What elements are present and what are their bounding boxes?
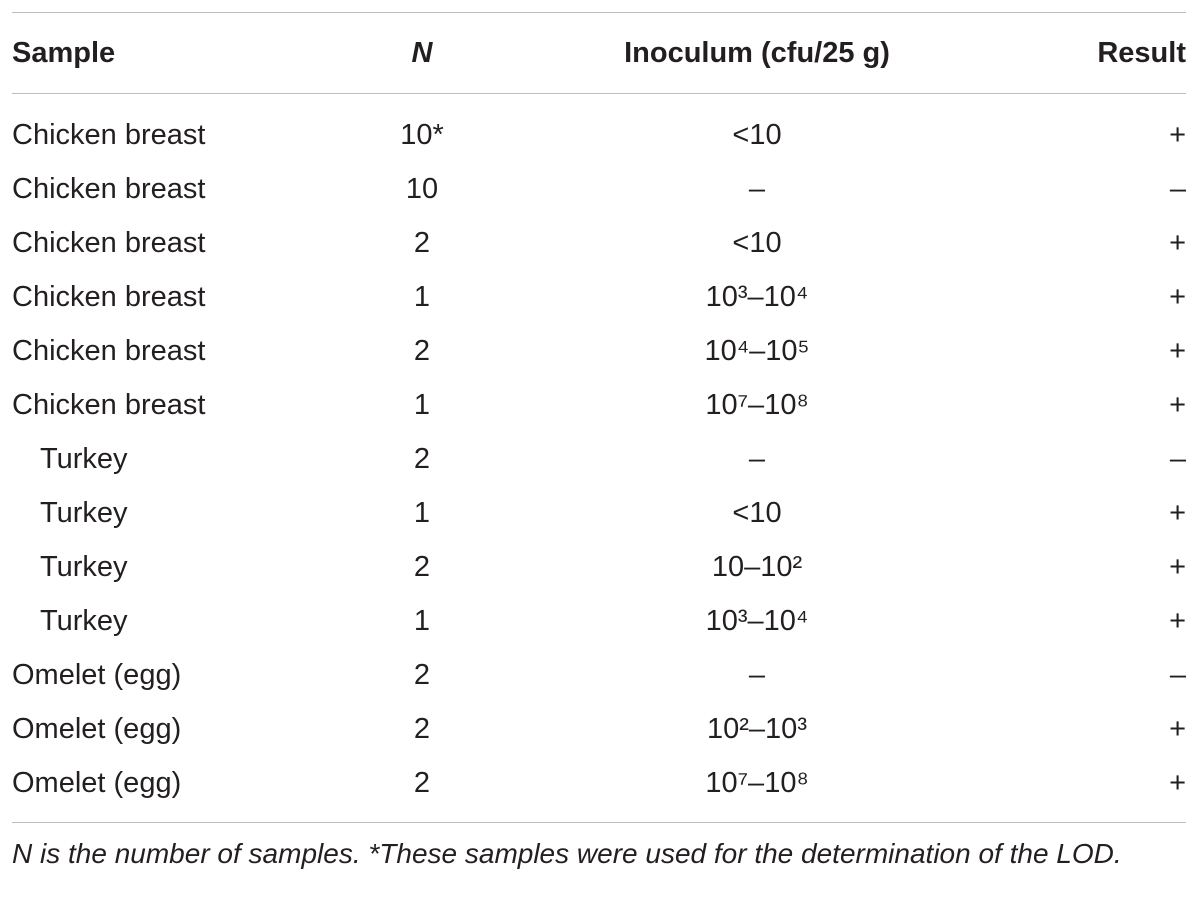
cell-sample: Chicken breast [12,334,206,367]
bottom-rule [12,822,1186,823]
cell-inoculum: 10²–10³ [707,712,807,745]
table-row: Turkey 2 10–10² + [12,540,1200,594]
cell-sample: Turkey [40,442,128,475]
cell-n: 1 [413,388,431,421]
cell-result: + [1169,118,1186,151]
table-row: Turkey 2 – – [12,432,1200,486]
cell-inoculum: <10 [732,496,782,529]
cell-result: + [1169,334,1186,367]
table-footnote: N is the number of samples. *These sampl… [12,838,1122,869]
cell-result: + [1169,712,1186,745]
results-table: Sample N Inoculum (cfu/25 g) Result [12,13,1186,93]
cell-n: 2 [413,334,431,367]
cell-inoculum: 10⁴–10⁵ [704,334,810,367]
header-n: N [411,36,433,69]
cell-inoculum: 10⁷–10⁸ [705,766,809,799]
cell-inoculum: 10³–10⁴ [705,604,809,637]
cell-sample: Omelet (egg) [12,712,182,745]
cell-sample: Omelet (egg) [12,658,182,691]
cell-inoculum: 10³–10⁴ [705,280,809,313]
table-row: Turkey 1 <10 + [12,486,1200,540]
cell-sample: Omelet (egg) [12,766,182,799]
cell-result: + [1169,604,1186,637]
results-table-container: Sample N Inoculum (cfu/25 g) Result Chic… [12,12,1186,873]
cell-inoculum: – [748,658,766,691]
header-rule [12,93,1186,94]
cell-sample: Chicken breast [12,118,206,151]
table-row: Chicken breast 10* <10 + [12,108,1200,162]
cell-n: 1 [413,280,431,313]
cell-sample: Chicken breast [12,280,206,313]
cell-n: 2 [413,766,431,799]
cell-result: + [1169,496,1186,529]
cell-inoculum: – [748,172,766,205]
cell-inoculum: 10–10² [711,550,803,583]
cell-result: – [1169,442,1186,475]
table-row: Chicken breast 2 <10 + [12,216,1200,270]
cell-n: 2 [413,550,431,583]
cell-result: + [1169,550,1186,583]
cell-n: 1 [413,496,431,529]
table-row: Chicken breast 1 10³–10⁴ + [12,270,1200,324]
table-row: Chicken breast 2 10⁴–10⁵ + [12,324,1200,378]
cell-sample: Turkey [40,604,128,637]
cell-sample: Chicken breast [12,226,206,259]
cell-inoculum: 10⁷–10⁸ [705,388,809,421]
cell-inoculum: – [748,442,766,475]
cell-n: 2 [413,658,431,691]
cell-sample: Chicken breast [12,388,206,421]
cell-sample: Turkey [40,550,128,583]
cell-result: – [1169,172,1186,205]
cell-sample: Turkey [40,496,128,529]
table-row: Omelet (egg) 2 – – [12,648,1200,702]
cell-n: 2 [413,712,431,745]
header-sample: Sample [12,36,116,69]
cell-result: – [1169,658,1186,691]
cell-result: + [1169,766,1186,799]
table-row: Omelet (egg) 2 10²–10³ + [12,702,1200,756]
cell-result: + [1169,226,1186,259]
header-row: Sample N Inoculum (cfu/25 g) Result [12,13,1186,93]
cell-inoculum: <10 [732,118,782,151]
cell-n: 2 [413,442,431,475]
results-table-body: Chicken breast 10* <10 + Chicken breast 10– – C… [12,108,1200,810]
cell-inoculum: <10 [732,226,782,259]
table-row: Turkey 1 10³–10⁴ + [12,594,1200,648]
cell-n: 2 [413,226,431,259]
table-row: Omelet (egg) 2 10⁷–10⁸ + [12,756,1200,810]
header-inoculum: Inoculum (cfu/25 g) [624,36,890,69]
cell-result: + [1169,280,1186,313]
cell-result: + [1169,388,1186,421]
table-row: Chicken breast 10 – – [12,162,1200,216]
cell-n: 1 [413,604,431,637]
cell-n: 10* [400,118,444,151]
cell-n: 10 [405,172,439,205]
header-result: Result [1097,36,1186,69]
cell-sample: Chicken breast [12,172,206,205]
table-row: Chicken breast 1 10⁷–10⁸ + [12,378,1200,432]
top-rule [12,12,1186,13]
